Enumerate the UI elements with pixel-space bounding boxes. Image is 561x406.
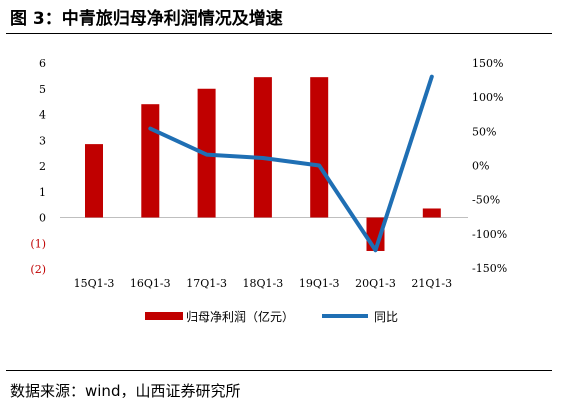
x-tick-label: 17Q1-3	[186, 277, 227, 290]
left-tick-label: 4	[39, 109, 46, 122]
top-rule	[6, 33, 552, 34]
left-tick-label: 0	[39, 212, 46, 225]
legend: 归母净利润（亿元） 同比	[145, 309, 398, 324]
x-tick-label: 18Q1-3	[243, 277, 284, 290]
x-tick-label: 21Q1-3	[411, 277, 452, 290]
right-tick-label: -150%	[472, 262, 507, 275]
left-axis: 6 5 4 3 2 1 0 (1) (2)	[30, 57, 46, 276]
legend-line-label: 同比	[374, 310, 398, 324]
x-tick-label: 16Q1-3	[130, 277, 171, 290]
yoy-line	[148, 74, 434, 253]
bar	[422, 208, 441, 218]
left-tick-label: 5	[39, 83, 46, 96]
bar-series	[85, 77, 441, 251]
x-tick-label: 20Q1-3	[355, 277, 396, 290]
legend-bar-swatch	[145, 312, 183, 320]
left-tick-label: 2	[39, 160, 46, 173]
x-tick-label: 15Q1-3	[74, 277, 115, 290]
right-tick-label: 100%	[472, 91, 503, 104]
bottom-rule	[6, 370, 552, 371]
x-tick-label: 19Q1-3	[299, 277, 340, 290]
right-tick-label: 150%	[472, 57, 503, 70]
bar	[141, 104, 160, 218]
right-axis: 150% 100% 50% 0% -50% -100% -150%	[472, 57, 507, 275]
bar	[85, 144, 103, 218]
right-tick-label: 50%	[472, 125, 496, 138]
chart: 6 5 4 3 2 1 0 (1) (2) 150% 100% 50% 0% -50% -100% -150…	[30, 57, 507, 324]
left-tick-label: (1)	[30, 237, 46, 250]
left-tick-label: 1	[39, 186, 46, 199]
x-axis: 15Q1-3 16Q1-3 17Q1-3 18Q1-3 19Q1-3 20Q1-3 21Q1…	[74, 277, 453, 290]
left-tick-label: (2)	[30, 263, 46, 276]
figure-title: 图 3：中青旅归母净利润情况及增速	[10, 9, 283, 29]
right-tick-label: -100%	[472, 228, 507, 241]
right-tick-label: 0%	[472, 160, 489, 173]
left-tick-label: 6	[39, 57, 46, 70]
legend-bar-label: 归母净利润（亿元）	[186, 309, 294, 324]
right-tick-label: -50%	[472, 194, 500, 207]
bar	[253, 77, 272, 218]
bar	[310, 77, 329, 218]
source-note: 数据来源：wind，山西证券研究所	[10, 382, 241, 400]
left-tick-label: 3	[39, 134, 46, 147]
